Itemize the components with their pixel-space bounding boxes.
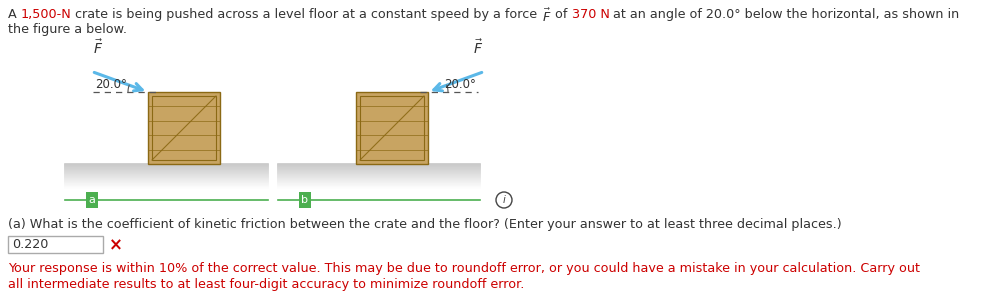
Text: a: a (89, 195, 96, 205)
Text: 20.0°: 20.0° (95, 78, 127, 91)
Text: Your response is within 10% of the correct value. This may be due to roundoff er: Your response is within 10% of the corre… (8, 262, 920, 275)
Bar (152, 96, 216, 160)
Bar (8, 236, 103, 253)
Text: $\vec{F}$: $\vec{F}$ (93, 39, 103, 57)
Text: i: i (503, 195, 505, 205)
Text: A: A (8, 8, 21, 21)
Text: 20.0°: 20.0° (444, 78, 476, 91)
Text: $\vec{F}$: $\vec{F}$ (473, 39, 484, 57)
Bar (360, 96, 424, 160)
Bar (356, 92, 428, 164)
Bar (148, 92, 220, 164)
Text: at an angle of 20.0° below the horizontal, as shown in: at an angle of 20.0° below the horizonta… (610, 8, 960, 21)
Text: the figure a below.: the figure a below. (8, 23, 127, 36)
Text: 0.220: 0.220 (12, 238, 48, 251)
Text: $\vec{F}$: $\vec{F}$ (541, 8, 551, 25)
Text: all intermediate results to at least four-digit accuracy to minimize roundoff er: all intermediate results to at least fou… (8, 278, 524, 291)
Text: of: of (551, 8, 571, 21)
Text: 1,500-N: 1,500-N (21, 8, 71, 21)
Text: 370 N: 370 N (571, 8, 610, 21)
Text: crate is being pushed across a level floor at a constant speed by a force: crate is being pushed across a level flo… (71, 8, 541, 21)
Text: b: b (302, 195, 309, 205)
Text: ×: × (109, 236, 123, 255)
Text: (a) What is the coefficient of kinetic friction between the crate and the floor?: (a) What is the coefficient of kinetic f… (8, 218, 842, 231)
